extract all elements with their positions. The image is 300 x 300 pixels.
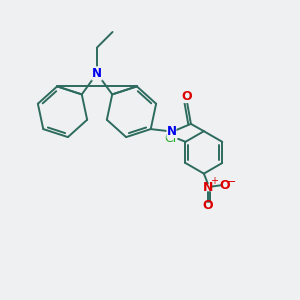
Text: N: N: [202, 182, 213, 194]
Text: N: N: [167, 125, 176, 138]
Text: O: O: [219, 179, 230, 192]
Text: H: H: [168, 135, 176, 145]
Text: O: O: [182, 90, 192, 103]
Text: O: O: [202, 200, 213, 212]
Text: +: +: [210, 176, 218, 186]
Text: Cl: Cl: [164, 132, 176, 146]
Text: N: N: [92, 67, 102, 80]
Text: −: −: [226, 177, 236, 187]
